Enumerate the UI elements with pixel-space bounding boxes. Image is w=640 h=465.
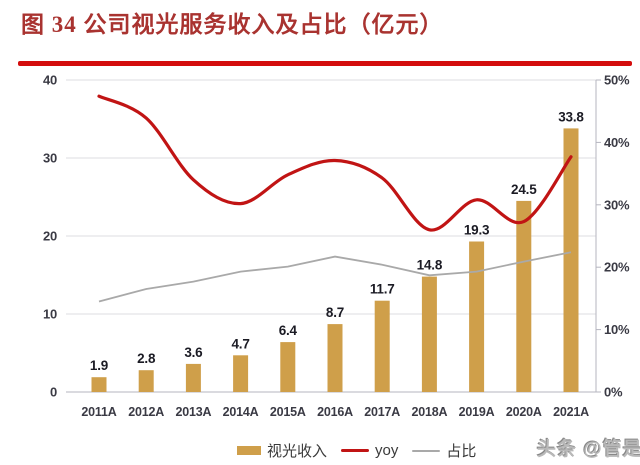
right-axis-tick-label: 20%	[604, 260, 630, 275]
left-axis-tick-label: 40	[43, 73, 57, 88]
bar-value-label: 4.7	[232, 336, 250, 351]
bar-2012A	[138, 370, 154, 392]
x-axis-label: 2012A	[128, 405, 164, 419]
chart-legend: 视光收入 yoy 占比	[237, 440, 476, 461]
right-axis-tick-label: 50%	[604, 73, 630, 88]
legend-label-ratio: 占比	[446, 443, 477, 460]
legend-item-ratio: 占比	[412, 440, 476, 461]
title-divider	[18, 61, 632, 66]
legend-label-yoy: yoy	[375, 442, 399, 459]
bar-2019A	[469, 241, 485, 392]
bar-2020A	[516, 200, 532, 392]
bar-value-label: 3.6	[184, 345, 203, 360]
x-axis-label: 2021A	[553, 405, 589, 419]
chart-title: 图 34 公司视光服务收入及占比（亿元）	[21, 12, 444, 37]
x-axis-label: 2011A	[81, 405, 116, 419]
left-axis-tick-label: 20	[43, 229, 57, 244]
bar-2013A	[185, 363, 201, 392]
bar-2015A	[280, 342, 296, 392]
bar-2017A	[374, 300, 390, 392]
bar-series-swatch-icon	[237, 446, 261, 455]
bar-value-label: 19.3	[464, 222, 490, 237]
ratio-line	[98, 251, 572, 303]
right-axis-tick-label: 0%	[604, 385, 623, 400]
bar-value-label: 2.8	[137, 351, 156, 366]
right-axis-tick-label: 30%	[604, 197, 630, 212]
bar-2018A	[421, 276, 437, 392]
bar-value-label: 14.8	[417, 258, 443, 273]
left-axis-tick-label: 10	[43, 307, 57, 322]
right-axis-tick-label: 10%	[604, 322, 630, 337]
bar-2011A	[91, 377, 107, 392]
legend-item-optometry-revenue: 视光收入	[237, 440, 327, 461]
ratio-line-swatch-icon	[412, 449, 441, 452]
x-axis-label: 2017A	[364, 405, 400, 419]
yoy-line-swatch-icon	[341, 449, 370, 452]
legend-label-optometry-revenue: 视光收入	[267, 443, 328, 460]
x-axis-label: 2016A	[317, 405, 353, 419]
bar-value-label: 8.7	[326, 305, 344, 320]
bar-value-label: 11.7	[370, 282, 395, 297]
bar-2014A	[233, 355, 249, 392]
x-axis-label: 2019A	[459, 405, 495, 419]
legend-item-yoy: yoy	[341, 442, 398, 459]
bar-value-label: 1.9	[90, 358, 108, 373]
left-axis-tick-label: 30	[43, 151, 57, 166]
bar-2021A	[563, 128, 579, 392]
x-axis-label: 2020A	[506, 405, 542, 419]
watermark: 头条 @管是	[537, 439, 640, 460]
chart-canvas: 0 10 20 30 40 0% 10% 20% 30% 40% 50% 1.9 2011A 2.8 201…	[43, 73, 630, 420]
bar-2016A	[327, 324, 343, 392]
yoy-line	[97, 94, 573, 232]
bar-value-label: 6.4	[279, 323, 298, 338]
x-axis-label: 2014A	[223, 405, 259, 419]
x-axis-label: 2015A	[270, 405, 306, 419]
left-axis-tick-label: 0	[50, 385, 57, 400]
x-axis-label: 2013A	[175, 405, 211, 419]
x-axis-label: 2018A	[411, 405, 447, 419]
right-axis-tick-label: 40%	[604, 135, 630, 150]
bar-value-label: 33.8	[558, 109, 584, 124]
bar-value-label: 24.5	[511, 182, 537, 197]
